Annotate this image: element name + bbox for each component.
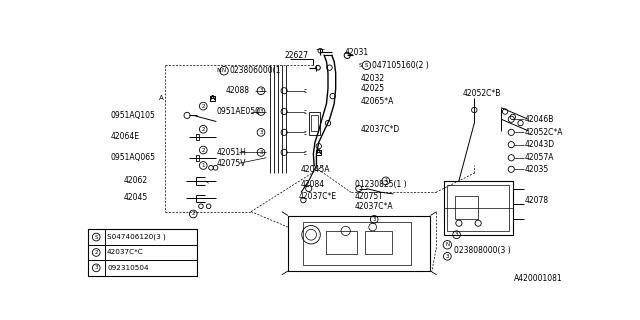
Text: 42065*A: 42065*A (360, 97, 394, 106)
Text: 42043D: 42043D (524, 140, 554, 149)
Text: 3: 3 (259, 150, 263, 155)
Text: 42062: 42062 (124, 176, 148, 185)
Text: 42051H: 42051H (216, 148, 246, 157)
Text: 42037C*C: 42037C*C (107, 250, 144, 255)
Text: 42084: 42084 (301, 180, 325, 189)
Bar (447, 185, 509, 231)
Text: 42045A: 42045A (301, 165, 330, 174)
Bar (288, 215, 431, 271)
Text: 42025: 42025 (360, 84, 385, 93)
Text: 42046B: 42046B (524, 115, 554, 124)
Text: 42057A: 42057A (524, 153, 554, 162)
Bar (311, 116, 318, 131)
Text: 42075V: 42075V (216, 159, 246, 168)
Text: 42031: 42031 (345, 48, 369, 57)
Text: 047105160(2 ): 047105160(2 ) (372, 61, 429, 70)
Bar (210, 96, 215, 101)
Text: S: S (95, 235, 98, 240)
Text: 3: 3 (372, 217, 376, 222)
Text: A: A (210, 95, 215, 101)
Bar (308, 112, 320, 135)
Text: N: N (445, 242, 449, 247)
Text: 42052C*A: 42052C*A (524, 128, 563, 137)
Bar (196, 155, 198, 161)
Text: 42037C*D: 42037C*D (360, 125, 399, 134)
Text: 22627: 22627 (284, 51, 308, 60)
Text: 42064E: 42064E (111, 132, 140, 141)
Text: 1: 1 (384, 178, 387, 183)
Text: 3: 3 (259, 109, 263, 114)
Text: 092310504: 092310504 (107, 265, 148, 271)
Text: 3: 3 (259, 130, 263, 135)
Bar (316, 150, 321, 155)
Text: S: S (365, 63, 368, 68)
Text: A420001081: A420001081 (514, 274, 563, 283)
Bar (365, 231, 392, 254)
Text: N: N (222, 68, 226, 73)
Text: 3: 3 (95, 265, 98, 270)
Text: 2: 2 (95, 250, 98, 255)
Text: 42052C*B: 42052C*B (463, 89, 501, 98)
Text: 2: 2 (191, 212, 195, 216)
Text: 2: 2 (202, 127, 205, 132)
Text: 3: 3 (455, 232, 458, 237)
Text: 3: 3 (259, 88, 263, 93)
Bar (444, 181, 513, 235)
Bar (303, 222, 411, 265)
Text: S: S (358, 63, 362, 68)
Text: 2: 2 (202, 104, 205, 109)
Text: 42075T: 42075T (355, 192, 384, 201)
Text: 42045: 42045 (124, 193, 148, 202)
Bar (455, 196, 478, 219)
Text: 3: 3 (445, 254, 449, 259)
Text: 42037C*A: 42037C*A (355, 202, 394, 211)
Bar (326, 231, 357, 254)
Bar (88, 229, 197, 276)
Text: 023808000(3 ): 023808000(3 ) (454, 246, 511, 255)
Text: S047406120(3 ): S047406120(3 ) (107, 234, 166, 240)
Text: 0951AQ065: 0951AQ065 (111, 153, 156, 162)
Text: 0951AE050: 0951AE050 (216, 107, 260, 116)
Text: 0951AQ105: 0951AQ105 (111, 111, 156, 120)
Text: 023806000(1: 023806000(1 (230, 66, 281, 75)
Text: N: N (216, 68, 221, 73)
Text: 2: 2 (202, 148, 205, 153)
Text: 01230825(1 ): 01230825(1 ) (355, 180, 406, 189)
Text: 1: 1 (202, 163, 205, 168)
Text: 42037C*E: 42037C*E (299, 192, 337, 201)
Bar (196, 134, 200, 140)
Text: 42088: 42088 (225, 86, 250, 95)
Text: 42032: 42032 (360, 74, 385, 83)
Text: A: A (316, 149, 321, 156)
Text: 42035: 42035 (524, 165, 548, 174)
Text: 42078: 42078 (524, 196, 548, 204)
Text: A: A (159, 95, 163, 101)
